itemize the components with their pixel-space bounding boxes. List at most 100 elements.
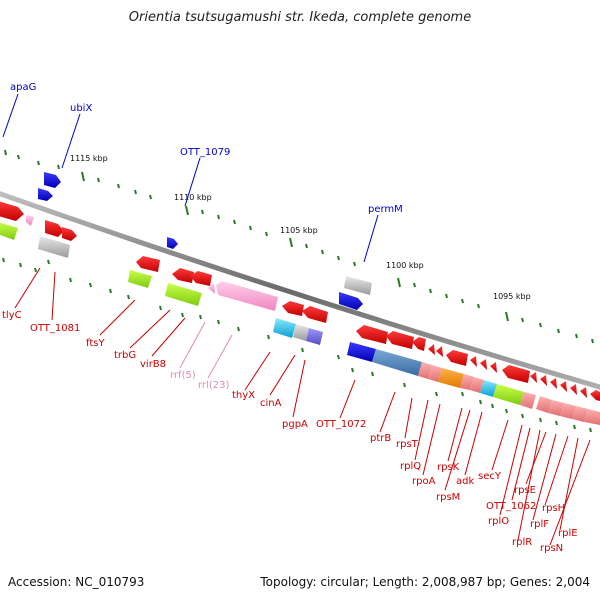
gene-block-pgpA[interactable] [306, 328, 323, 345]
gene-label-pgpA: pgpA [282, 419, 308, 430]
gene-block-gray[interactable] [344, 276, 372, 295]
gene-block-rrl23[interactable] [216, 281, 278, 311]
gene-arrow-apaG[interactable] [38, 188, 53, 201]
gene-label-ubiX: ubiX [70, 103, 92, 114]
gene-arrow[interactable] [412, 337, 426, 351]
gene-label-trbG: trbG [114, 350, 136, 361]
gene-label-rplO: rplO [488, 516, 509, 527]
gene-label-OTT-1062: OTT_1062 [486, 501, 536, 512]
gene-block[interactable] [548, 400, 564, 416]
map-title: Orientia tsutsugamushi str. Ikeda, compl… [128, 10, 472, 25]
gene-label-thyX: thyX [232, 390, 255, 401]
gene-label-rpsH: rpsH [542, 503, 565, 514]
genome-backbone [0, 191, 600, 390]
gene-block[interactable] [470, 377, 484, 393]
gene-label-rplF: rplF [530, 519, 549, 530]
gene-label-rplR: rplR [512, 537, 532, 548]
gene-label-cinA: cinA [260, 398, 282, 409]
gene-label-rpsT: rpsT [396, 439, 419, 450]
gene-arrow-OTT-1079[interactable] [167, 237, 178, 249]
gene-arrow[interactable] [356, 325, 388, 344]
rna-callouts [179, 321, 233, 379]
gene-arrow[interactable] [590, 390, 600, 401]
gene-block-OTT-1072[interactable] [347, 342, 376, 362]
gene-arrow[interactable] [580, 387, 587, 398]
gene-label-adk: adk [456, 476, 474, 487]
top-callouts [2, 93, 379, 263]
gene-arrow[interactable] [0, 201, 24, 221]
gene-label-rpoA: rpoA [412, 476, 436, 487]
gene-label-rpsN: rpsN [540, 543, 563, 554]
gene-arrow[interactable] [62, 227, 77, 241]
gene-block[interactable] [536, 396, 552, 413]
gene-label-rpsK: rpsK [437, 462, 460, 473]
gene-label-rrl23: rrl(23) [198, 380, 229, 391]
gene-label-OTT-1079: OTT_1079 [180, 147, 230, 158]
gene-arrow-rrf5[interactable] [208, 283, 215, 294]
gene-block-ptrB[interactable] [372, 349, 422, 376]
gene-arrow[interactable] [480, 359, 487, 370]
gene-block[interactable] [584, 409, 600, 425]
gene-arrow[interactable] [490, 362, 497, 373]
tick-label: 1115 kbp [70, 154, 108, 163]
gene-arrow-ftsY[interactable] [136, 256, 160, 272]
gene-arrow[interactable] [540, 375, 547, 386]
gene-label-ftsY: ftsY [86, 338, 105, 349]
gene-block-virB8[interactable] [165, 283, 202, 306]
gene-label-permM: permM [368, 204, 403, 215]
gene-arrow[interactable] [470, 356, 477, 367]
gene-label-rplE: rplE [558, 528, 578, 539]
gene-block[interactable] [572, 406, 588, 422]
gene-block[interactable] [560, 403, 576, 419]
gene-label-rplQ: rplQ [400, 461, 421, 472]
tick-label: 1100 kbp [386, 261, 424, 270]
gene-label-apaG: apaG [10, 82, 36, 93]
gene-arrow[interactable] [45, 220, 64, 237]
gene-label-ptrB: ptrB [370, 433, 391, 444]
gene-block-rpoA[interactable] [438, 368, 464, 388]
tick-label: 1105 kbp [280, 226, 318, 235]
bottom-callouts [14, 267, 591, 546]
gene-label-rpsE: rpsE [514, 485, 536, 496]
gene-label-OTT-1072: OTT_1072 [316, 419, 366, 430]
gene-arrow[interactable] [26, 215, 34, 226]
gene-block-green[interactable] [0, 222, 18, 240]
gene-arrow[interactable] [502, 365, 530, 383]
gene-arrow[interactable] [282, 301, 304, 316]
gene-arrow-permM[interactable] [339, 292, 363, 310]
gene-label-secY: secY [478, 471, 502, 482]
gene-arrow[interactable] [302, 306, 328, 323]
gene-arrow[interactable] [446, 350, 468, 366]
gene-block-adk[interactable] [480, 380, 497, 397]
gene-label-tlyC: tlyC [2, 310, 22, 321]
gene-arrow[interactable] [530, 372, 537, 383]
gene-block-secY[interactable] [493, 384, 524, 405]
gene-arrow[interactable] [550, 378, 557, 389]
gene-block-cinA[interactable] [293, 324, 309, 341]
accession-text: Accession: NC_010793 [8, 575, 145, 589]
gene-label-virB8: virB8 [140, 359, 166, 370]
gene-arrow[interactable] [560, 381, 567, 392]
gene-block-trbG[interactable] [128, 270, 152, 288]
forward-genes [0, 172, 363, 310]
gene-arrow[interactable] [436, 346, 443, 357]
gene-arrow[interactable] [190, 271, 212, 286]
tick-label: 1110 kbp [174, 193, 212, 202]
gene-block[interactable] [428, 365, 442, 382]
gene-block[interactable] [520, 392, 536, 409]
gene-block[interactable] [460, 374, 474, 390]
gene-arrow[interactable] [428, 344, 435, 355]
gene-block[interactable] [418, 362, 432, 379]
gene-label-rpsM: rpsM [436, 492, 460, 503]
reverse-genes [128, 256, 600, 425]
gene-arrow-ubiX[interactable] [44, 172, 61, 188]
gene-arrow[interactable] [172, 268, 194, 283]
gene-block-thyX[interactable] [273, 318, 296, 338]
genome-summary-text: Topology: circular; Length: 2,008,987 bp… [260, 575, 590, 589]
gene-arrow[interactable] [570, 384, 577, 395]
gene-label-OTT-1081: OTT_1081 [30, 323, 80, 334]
outer-tick-ring [4, 149, 594, 344]
gene-arrow[interactable] [386, 331, 414, 349]
gene-block-gray[interactable] [38, 236, 70, 258]
